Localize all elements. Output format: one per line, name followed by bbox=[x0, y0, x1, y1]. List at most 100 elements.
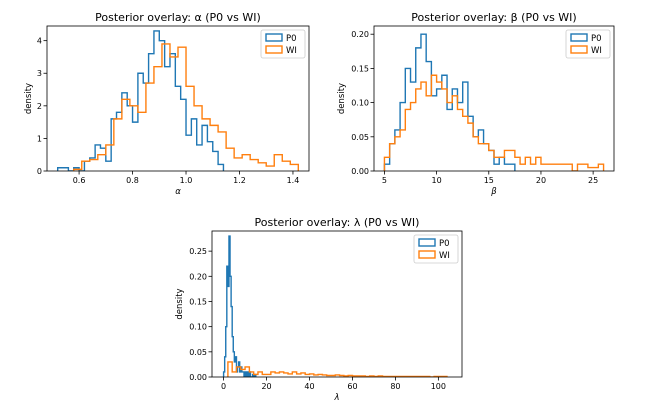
histogram-bin bbox=[541, 164, 546, 171]
legend-swatch-p0 bbox=[418, 238, 436, 247]
histogram-bin bbox=[525, 157, 530, 171]
histogram-bin bbox=[213, 151, 218, 171]
histogram-bin bbox=[562, 164, 567, 171]
histogram-bin bbox=[405, 68, 410, 171]
histogram-bin bbox=[499, 157, 504, 171]
histogram-bin bbox=[138, 73, 143, 171]
x-tick-label: 0.8 bbox=[126, 176, 139, 185]
histogram-bin bbox=[546, 164, 551, 171]
x-tick-label: 20 bbox=[536, 176, 546, 185]
y-tick-label: 0.00 bbox=[189, 373, 207, 382]
histogram-bin bbox=[384, 164, 389, 171]
y-tick-label: 4 bbox=[37, 37, 42, 46]
histogram-bin bbox=[447, 103, 452, 171]
histogram-bin bbox=[186, 135, 191, 171]
legend: P0 WI bbox=[413, 234, 459, 264]
histogram-bin bbox=[416, 48, 421, 171]
histogram-bin bbox=[431, 75, 436, 171]
histogram-bin bbox=[598, 164, 603, 171]
chart-title: Posterior overlay: α (P0 vs WI) bbox=[95, 11, 261, 24]
legend-box bbox=[565, 29, 611, 59]
histogram-bin bbox=[416, 89, 421, 171]
histogram-bin bbox=[162, 44, 170, 171]
y-tick-label: 0 bbox=[37, 167, 42, 176]
legend-swatch-wi bbox=[570, 45, 588, 54]
histogram-bin bbox=[226, 148, 234, 171]
histogram-bin bbox=[510, 150, 515, 171]
chart-title: Posterior overlay: λ (P0 vs WI) bbox=[255, 216, 420, 229]
histogram-line-p0 bbox=[56, 30, 225, 171]
chart-3: 0 20 40 60 80 100 0.00 0.05 0.10 0.15 0.20 0.25 Post… bbox=[175, 216, 463, 403]
legend-swatch-p0 bbox=[265, 33, 283, 42]
histogram-bin bbox=[194, 106, 202, 171]
x-tick-label: 60 bbox=[347, 382, 357, 391]
y-tick-label: 0.15 bbox=[189, 297, 207, 306]
histogram-bin bbox=[84, 161, 89, 171]
histogram-bin bbox=[577, 164, 582, 171]
histogram-bin bbox=[463, 82, 468, 171]
histogram-bin bbox=[210, 125, 218, 171]
x-tick-label: 20 bbox=[261, 382, 271, 391]
histogram-bin bbox=[536, 157, 541, 171]
histogram-bin bbox=[106, 161, 111, 171]
y-tick-label: 3 bbox=[37, 69, 42, 78]
histogram-bin bbox=[520, 164, 525, 171]
histogram-bin bbox=[504, 150, 509, 171]
series-p0 bbox=[56, 30, 225, 171]
histogram-bin bbox=[473, 137, 478, 171]
histogram-bin bbox=[421, 34, 426, 171]
histogram-bin bbox=[515, 157, 520, 171]
histogram-bin bbox=[282, 161, 290, 171]
histogram-bin bbox=[400, 103, 405, 171]
series-wi bbox=[227, 361, 448, 377]
legend-swatch-p0 bbox=[570, 33, 588, 42]
axes-frame bbox=[211, 230, 463, 378]
histogram-bin bbox=[178, 47, 186, 171]
histogram-bin bbox=[431, 96, 436, 171]
histogram-bin bbox=[411, 103, 416, 171]
y-tick-label: 0.20 bbox=[351, 30, 369, 39]
histogram-bin bbox=[395, 137, 400, 171]
y-axis-label: density bbox=[337, 83, 347, 114]
histogram-bin bbox=[202, 125, 207, 171]
histogram-bin bbox=[82, 161, 90, 171]
histogram-bin bbox=[452, 89, 457, 171]
histogram-bin bbox=[165, 67, 170, 171]
legend-label-wi: WI bbox=[439, 251, 450, 261]
legend-label-p0: P0 bbox=[591, 34, 602, 44]
histogram-bin bbox=[437, 82, 442, 171]
histogram-bin bbox=[421, 82, 426, 171]
legend-label-p0: P0 bbox=[286, 34, 297, 44]
axes-frame bbox=[46, 25, 310, 172]
series-wi bbox=[383, 74, 605, 171]
histogram-bin bbox=[447, 109, 452, 171]
histogram-bin bbox=[489, 150, 494, 171]
histogram-bin bbox=[234, 158, 242, 171]
histogram-bin bbox=[567, 164, 572, 171]
histogram-bin bbox=[114, 119, 122, 171]
histogram-bin bbox=[170, 54, 175, 171]
x-tick-label: 1.0 bbox=[180, 176, 193, 185]
histogram-bin bbox=[405, 109, 410, 171]
histogram-line-wi bbox=[383, 74, 605, 171]
histogram-bin bbox=[489, 150, 494, 171]
histogram-bin bbox=[98, 155, 106, 171]
legend-swatch-wi bbox=[418, 250, 436, 259]
histogram-line-wi bbox=[227, 361, 448, 377]
histogram-bin bbox=[442, 89, 447, 171]
histogram-bin bbox=[202, 119, 210, 171]
histogram-bin bbox=[583, 164, 588, 171]
legend-swatch-wi bbox=[265, 45, 283, 54]
y-tick-label: 0.05 bbox=[189, 348, 207, 357]
legend-box bbox=[413, 234, 459, 264]
y-tick-label: 0.10 bbox=[189, 323, 207, 332]
histogram-bin bbox=[197, 145, 202, 171]
histogram-bin bbox=[207, 142, 212, 171]
x-tick-label: 40 bbox=[304, 382, 314, 391]
x-tick-label: 1.4 bbox=[287, 176, 300, 185]
y-tick-label: 0.00 bbox=[351, 167, 369, 176]
x-tick-label: 100 bbox=[431, 382, 446, 391]
y-tick-label: 0.25 bbox=[189, 247, 207, 256]
histogram-bin bbox=[122, 93, 127, 171]
histogram-bin bbox=[452, 96, 457, 171]
